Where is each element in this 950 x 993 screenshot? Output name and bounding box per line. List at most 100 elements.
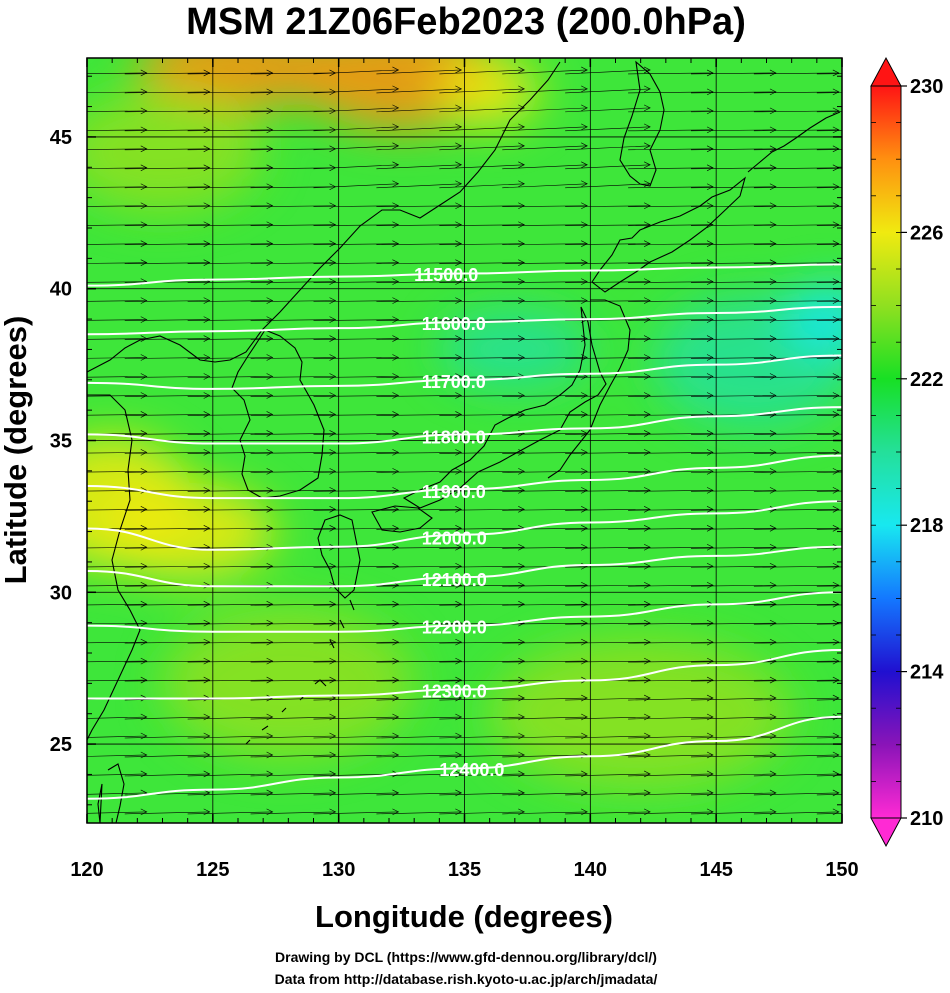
wind-arrowhead <box>643 142 651 150</box>
wind-arrowhead <box>392 85 400 93</box>
wind-vector <box>753 186 839 189</box>
wind-arrowhead <box>643 430 651 437</box>
wind-arrowhead <box>643 66 651 74</box>
wind-vector <box>439 584 525 587</box>
colorbar-top-arrow <box>870 56 902 87</box>
wind-vector <box>502 527 588 530</box>
wind-vector <box>187 148 273 151</box>
wind-arrowhead <box>832 506 840 513</box>
credit-line-drawing: Drawing by DCL (https://www.gfd-dennou.o… <box>275 949 657 965</box>
wind-vector <box>502 183 588 189</box>
wind-vector <box>628 319 714 321</box>
wind-vector <box>87 319 147 321</box>
wind-vector <box>250 338 336 340</box>
wind-arrowhead <box>266 107 274 115</box>
wind-arrowhead <box>706 392 714 399</box>
wind-vector <box>628 792 714 796</box>
wind-arrowhead <box>706 468 714 475</box>
wind-arrowhead <box>643 297 651 304</box>
wind-vector <box>376 697 462 701</box>
temperature-blob <box>784 282 842 356</box>
wind-vector <box>753 262 839 264</box>
wind-vector <box>376 224 462 227</box>
wind-arrowhead <box>392 278 400 285</box>
wind-vector <box>376 243 462 245</box>
wind-arrowhead <box>643 713 651 721</box>
wind-vector <box>313 679 399 682</box>
wind-vector <box>124 679 210 682</box>
wind-arrowhead <box>706 335 714 342</box>
wind-arrowhead <box>140 751 148 759</box>
wind-arrowhead <box>329 297 337 304</box>
wind-arrowhead <box>455 411 463 418</box>
wind-arrowhead <box>643 123 651 131</box>
temperature-blob <box>439 58 540 128</box>
wind-arrowhead <box>392 316 400 323</box>
wind-vector <box>87 546 147 549</box>
wind-arrowhead <box>140 468 148 475</box>
x-tick-label: 150 <box>825 859 858 881</box>
wind-arrowhead <box>706 183 714 191</box>
wind-vector <box>816 206 842 208</box>
wind-arrowhead <box>769 694 777 702</box>
wind-arrowhead <box>203 411 211 418</box>
wind-vector <box>816 319 842 321</box>
wind-arrowhead <box>706 430 714 437</box>
wind-arrowhead <box>140 506 148 513</box>
wind-arrowhead <box>203 107 211 115</box>
wind-arrowhead <box>706 278 714 285</box>
wind-arrowhead <box>455 808 463 816</box>
wind-vector <box>816 168 842 170</box>
wind-vector <box>376 527 462 530</box>
wind-vector <box>816 433 842 435</box>
wind-arrowhead <box>329 676 337 684</box>
wind-arrowhead <box>140 600 148 608</box>
wind-vector <box>502 584 588 587</box>
wind-vector <box>690 262 776 264</box>
wind-vector <box>628 641 714 644</box>
wind-vector <box>87 395 147 397</box>
wind-arrowhead <box>329 562 337 570</box>
wind-vector <box>439 243 525 245</box>
wind-arrowhead <box>266 600 274 608</box>
wind-arrowhead <box>518 600 525 608</box>
wind-arrowhead <box>455 449 463 456</box>
wind-vector <box>628 395 714 397</box>
wind-arrowhead <box>706 354 714 361</box>
wind-vector <box>124 148 210 151</box>
wind-vector <box>376 754 462 758</box>
wind-arrowhead <box>832 468 840 475</box>
wind-arrowhead <box>203 657 211 665</box>
wind-arrowhead <box>392 354 400 361</box>
wind-vector <box>690 319 776 321</box>
wind-arrowhead <box>769 373 777 380</box>
wind-vector <box>439 414 525 416</box>
wind-vector <box>628 546 714 549</box>
wind-arrowhead <box>832 107 840 115</box>
wind-arrowhead <box>203 600 211 608</box>
wind-arrowhead <box>203 183 211 191</box>
wind-arrowhead <box>706 694 714 702</box>
wind-arrowhead <box>203 297 211 304</box>
wind-vector <box>502 660 588 663</box>
wind-vector <box>816 187 842 189</box>
wind-arrowhead <box>392 543 400 551</box>
wind-vector <box>628 584 714 587</box>
wind-vector <box>816 794 842 796</box>
contour-line <box>87 354 842 390</box>
wind-arrowhead <box>706 202 714 210</box>
wind-vector <box>187 224 273 227</box>
wind-vector <box>87 792 147 795</box>
wind-vector <box>439 183 525 189</box>
wind-arrowhead <box>392 373 400 380</box>
wind-vector <box>250 224 336 227</box>
wind-arrowhead <box>455 240 463 247</box>
wind-vector <box>313 527 399 530</box>
wind-vector <box>313 754 399 758</box>
wind-arrowhead <box>769 789 777 797</box>
contour-line <box>87 406 842 445</box>
wind-vector <box>502 281 588 283</box>
wind-arrowhead <box>140 449 148 456</box>
wind-vector <box>816 414 842 416</box>
